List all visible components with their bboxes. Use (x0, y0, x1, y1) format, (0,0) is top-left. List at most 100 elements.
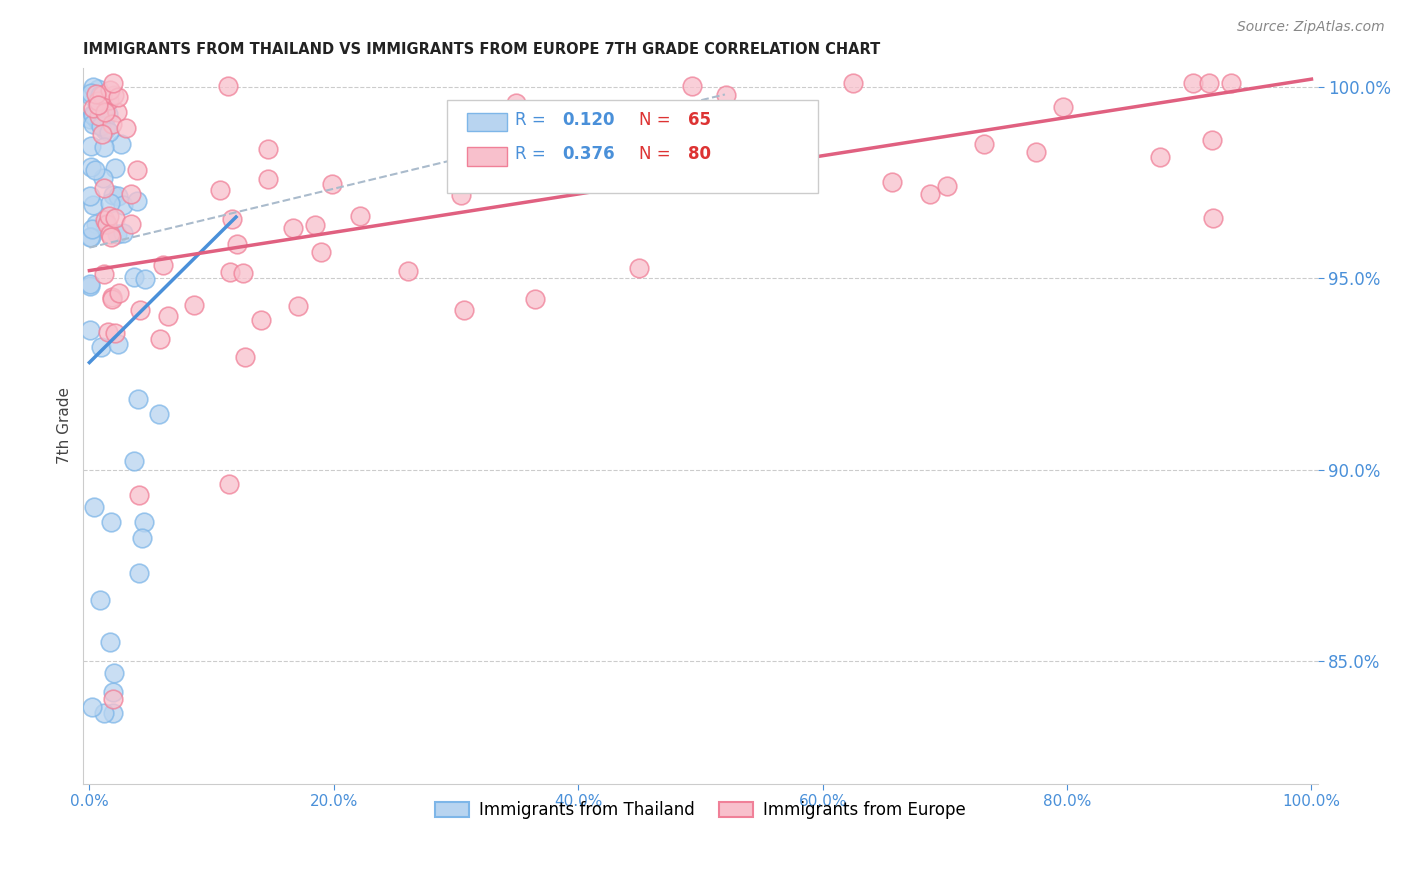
Point (523, 292, 546, 306)
Point (90, 340, 112, 354)
Point (98, 227, 121, 242)
FancyBboxPatch shape (447, 100, 818, 193)
Point (108, 286, 131, 301)
Point (82, 117, 104, 131)
Text: 65: 65 (688, 111, 711, 129)
Point (100, 515, 122, 529)
Point (93, 180, 115, 194)
Point (101, 692, 124, 706)
Point (453, 302, 475, 317)
Text: R =: R = (515, 145, 551, 163)
Point (233, 351, 256, 365)
Point (129, 302, 152, 317)
Point (841, 76, 863, 90)
Point (396, 264, 419, 278)
Y-axis label: 7th Grade: 7th Grade (58, 387, 72, 464)
Point (89, 87, 111, 102)
Point (450, 187, 472, 202)
Point (83, 109, 105, 123)
Point (128, 566, 150, 581)
Point (82, 101, 104, 115)
Point (880, 176, 903, 190)
Point (257, 142, 280, 156)
Point (127, 194, 149, 208)
Legend: Immigrants from Thailand, Immigrants from Europe: Immigrants from Thailand, Immigrants fro… (429, 794, 972, 825)
Point (183, 298, 205, 312)
Point (101, 290, 124, 304)
Point (94, 105, 117, 120)
Point (80, 89, 103, 103)
Point (121, 217, 143, 231)
FancyBboxPatch shape (467, 147, 506, 166)
Point (84, 163, 107, 178)
Point (89, 117, 111, 131)
Point (87, 95, 110, 109)
Point (107, 189, 129, 203)
Point (103, 665, 125, 680)
Point (107, 90, 129, 104)
Point (89, 111, 111, 125)
Point (79, 189, 101, 203)
Point (218, 476, 240, 491)
Point (83, 500, 105, 514)
Point (321, 178, 343, 192)
Point (97, 325, 120, 339)
Point (714, 87, 737, 102)
Point (973, 136, 995, 151)
Point (217, 78, 239, 93)
Text: Source: ZipAtlas.com: Source: ZipAtlas.com (1237, 20, 1385, 34)
Point (281, 221, 304, 235)
Point (104, 326, 127, 340)
Point (219, 265, 242, 279)
Text: 0.376: 0.376 (562, 145, 614, 163)
Point (131, 531, 153, 545)
FancyBboxPatch shape (467, 112, 506, 131)
Text: R =: R = (515, 111, 551, 129)
Point (250, 313, 273, 327)
Point (134, 271, 156, 285)
Point (111, 227, 134, 241)
Point (80, 86, 103, 100)
Point (89, 593, 111, 607)
Point (148, 408, 170, 422)
Point (79, 277, 101, 291)
Point (79, 323, 101, 337)
Point (93, 267, 115, 281)
Point (209, 183, 232, 197)
Point (681, 78, 703, 93)
Point (93, 213, 115, 227)
Point (467, 132, 489, 146)
Point (93, 99, 115, 113)
Point (156, 309, 179, 323)
Point (91, 171, 114, 186)
Point (94, 123, 117, 137)
Point (80, 160, 103, 174)
Point (98, 635, 121, 649)
Point (93, 706, 115, 720)
Point (149, 333, 172, 347)
Point (100, 230, 122, 244)
Point (1025, 145, 1047, 159)
Point (97, 107, 120, 121)
Point (93, 104, 115, 119)
Point (93, 217, 115, 231)
Point (225, 237, 247, 252)
Point (98, 83, 121, 97)
Point (82, 107, 104, 121)
Point (80, 230, 103, 244)
Point (311, 245, 333, 260)
Text: 0.120: 0.120 (562, 111, 614, 129)
Point (775, 174, 797, 188)
Point (1052, 100, 1074, 114)
Point (93, 140, 115, 154)
Point (87, 82, 110, 96)
Point (82, 80, 104, 95)
Point (94, 121, 117, 136)
Point (1149, 151, 1171, 165)
Point (232, 266, 254, 280)
Point (627, 260, 650, 275)
Point (89, 109, 111, 123)
Point (79, 229, 101, 244)
Point (91, 87, 114, 102)
Point (152, 258, 174, 272)
